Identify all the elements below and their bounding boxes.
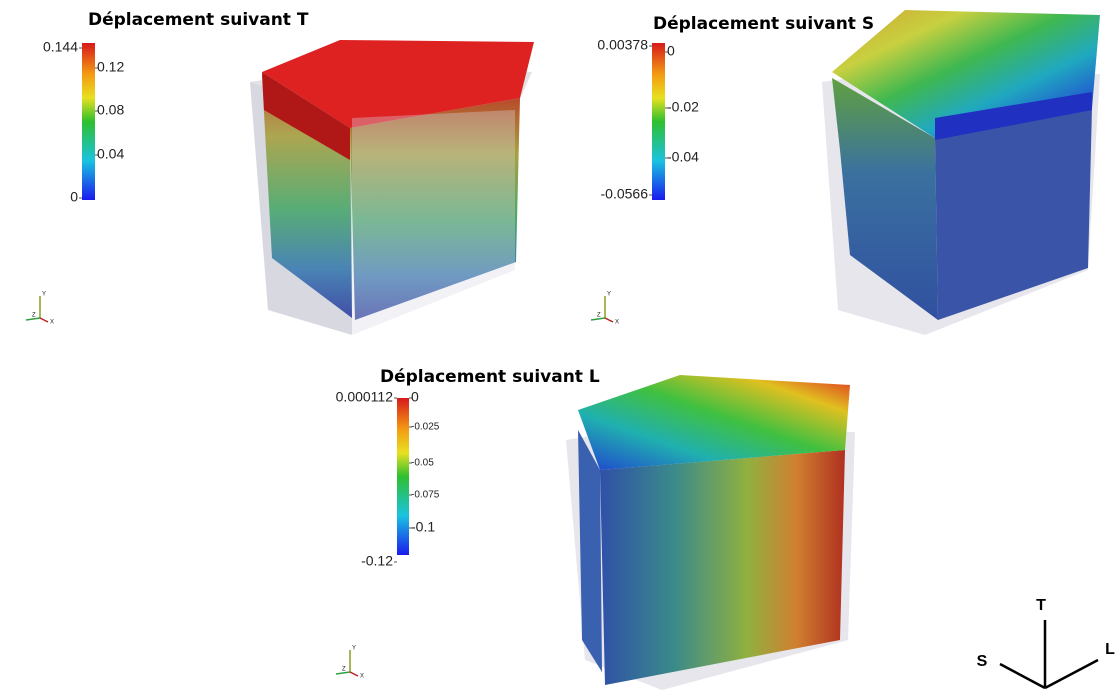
triad-axis	[999, 662, 1046, 690]
cube-t	[250, 40, 534, 335]
cube-left-face	[832, 78, 938, 320]
colorbar-min: -0.12	[361, 553, 393, 569]
colorbar-tick-label: -0.04	[667, 149, 699, 165]
orient-label: X	[615, 320, 619, 326]
colorbar	[397, 398, 409, 555]
colorbar-tick-label: -0.075	[411, 490, 440, 501]
orient-axis	[25, 317, 41, 321]
orient-label: Z	[32, 313, 36, 319]
colorbar	[82, 43, 95, 200]
orient-label: Z	[342, 667, 346, 673]
shell-front	[352, 110, 515, 335]
cube-top-edge	[935, 92, 1092, 140]
colorbar-tick-label: -0.02	[667, 99, 699, 115]
colorbar-tick-label: -0.05	[411, 458, 434, 469]
triad-label: L	[1105, 641, 1115, 658]
orient-label: Z	[597, 313, 601, 319]
cube-top-edge	[262, 72, 350, 160]
colorbar-min: -0.0566	[601, 186, 649, 202]
orient-axis	[349, 671, 359, 677]
cube-s	[822, 10, 1100, 335]
cube-front-face	[935, 108, 1092, 320]
cube-top-face	[578, 375, 850, 470]
cube-top-face	[262, 40, 534, 128]
triad-label: T	[1036, 597, 1046, 614]
colorbar-tick-label: 0.12	[97, 59, 124, 75]
panel-title: Déplacement suivant T	[88, 10, 309, 30]
cube-l	[566, 375, 855, 690]
panel-title: Déplacement suivant S	[653, 14, 874, 34]
triad	[999, 620, 1099, 690]
colorbar-max: 0.000112	[336, 389, 394, 405]
triad-axis	[1044, 658, 1099, 690]
colorbar-max: 0.144	[43, 39, 78, 55]
colorbar	[652, 43, 665, 200]
colorbar-tick-label: -0.1	[411, 519, 435, 535]
orient-label: X	[50, 320, 54, 326]
orient-label: Y	[607, 292, 611, 298]
orient-axis	[604, 317, 614, 323]
cube-left-face	[578, 430, 602, 672]
panel-title: Déplacement suivant L	[380, 367, 600, 387]
orient-label: X	[360, 674, 364, 680]
orient-label: Y	[42, 292, 46, 298]
colorbar-min: 0	[70, 189, 78, 205]
cube-front-face	[350, 98, 520, 320]
cube-front-face	[600, 450, 845, 685]
colorbar-tick-label: 0	[411, 389, 419, 405]
orient-axis	[335, 671, 351, 675]
orient-axis	[39, 317, 49, 323]
colorbar-tick-label: 0.04	[97, 146, 124, 162]
colorbar-tick-label: 0	[667, 43, 675, 59]
colorbar-tick-label: -0.025	[411, 422, 440, 433]
triad-label: S	[977, 653, 988, 670]
colorbar-tick-label: 0.08	[97, 102, 124, 118]
colorbar-max: 0.00378	[597, 37, 648, 53]
orient-label: Y	[352, 646, 356, 652]
orient-axis	[590, 317, 606, 321]
